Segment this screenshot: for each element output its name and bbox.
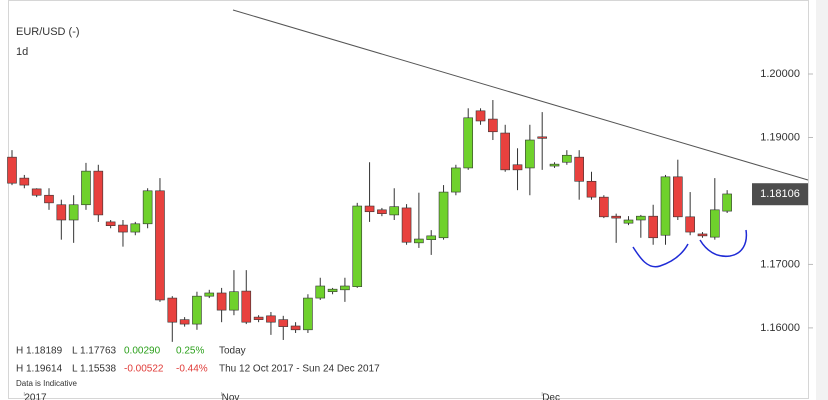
candle-body: [155, 190, 165, 301]
hand-drawn-curve: [699, 229, 748, 258]
candle-body: [192, 295, 202, 325]
candle-body: [377, 209, 387, 214]
candle-body: [340, 285, 350, 291]
candle-body: [426, 235, 437, 240]
candle-body: [241, 290, 252, 323]
candle-body: [142, 190, 153, 225]
info-period: Thu 12 Oct 2017 - Sun 24 Dec 2017: [219, 364, 380, 375]
candle-body: [290, 325, 301, 331]
candle-body: [56, 204, 67, 221]
candle-body: [562, 154, 572, 163]
candle-body: [44, 194, 54, 204]
candle-body: [475, 110, 486, 122]
candle-body: [118, 224, 128, 233]
candle-body: [7, 156, 17, 184]
info-change: -0.00522: [124, 364, 164, 375]
candle-body: [130, 223, 141, 233]
candle-body: [525, 139, 535, 169]
info-panel: H 1.18189 L 1.17763 0.00290 0.25% Today …: [16, 346, 380, 388]
trend-line: [232, 9, 809, 181]
candle-body: [697, 233, 708, 237]
candle-body: [710, 209, 720, 238]
candle-body: [451, 167, 461, 193]
candle-body: [611, 215, 621, 219]
last-price-box: [752, 183, 808, 206]
y-tick-label: 1.16000: [760, 322, 800, 334]
candle-body: [488, 118, 498, 133]
candle-body: [216, 292, 227, 311]
y-tick-label: 1.20000: [760, 68, 800, 80]
candle-body: [438, 191, 449, 239]
candle-body: [253, 316, 264, 320]
y-tick-label: 1.19000: [760, 131, 800, 143]
candle-body: [179, 319, 190, 325]
candle-body: [105, 221, 116, 227]
candle-body: [327, 288, 338, 293]
info-period: Today: [219, 346, 246, 357]
candle-body: [512, 164, 523, 171]
y-tick-label: 1.17000: [760, 258, 800, 270]
info-high: H 1.18189: [16, 346, 63, 357]
candle-body: [414, 238, 424, 244]
candle-body: [722, 193, 732, 212]
info-high: H 1.19614: [16, 364, 63, 375]
candle-body: [599, 196, 609, 218]
candle-body: [68, 204, 79, 221]
info-low: L 1.15538: [72, 364, 117, 375]
candle-body: [315, 285, 326, 299]
info-percent: -0.44%: [176, 364, 208, 375]
candle-body: [549, 163, 560, 167]
candle-body: [229, 291, 239, 311]
candle-body: [81, 170, 91, 206]
candle-body: [463, 117, 474, 169]
candle-body: [204, 292, 215, 297]
candle-body: [266, 315, 276, 323]
candle-body: [623, 219, 634, 224]
candle-body: [586, 180, 597, 198]
candle-body: [364, 205, 375, 213]
candle-body: [303, 297, 313, 331]
chart-subtitle: 1d: [16, 46, 28, 58]
info-note: Data is Indicative: [16, 379, 77, 388]
info-percent: 0.25%: [176, 346, 204, 357]
hand-drawn-curve: [632, 243, 689, 268]
candle-body: [636, 215, 646, 221]
candle-body: [660, 176, 671, 236]
candle-body: [500, 132, 511, 171]
side-gutter: [816, 0, 828, 400]
candle-body: [19, 177, 30, 186]
candle-body: [401, 207, 412, 243]
candle-body: [537, 136, 547, 139]
candle-body: [278, 319, 289, 327]
candle-body: [93, 170, 104, 216]
candle-body: [167, 297, 178, 323]
candle-body: [574, 156, 584, 182]
candle-body: [648, 215, 658, 239]
chart-title: EUR/USD (-): [16, 26, 80, 38]
plot-frame: [8, 0, 809, 399]
x-tick-label: 2017: [24, 393, 47, 400]
info-low: L 1.17763: [72, 346, 117, 357]
candle-body: [673, 176, 683, 218]
candle-body: [31, 188, 42, 196]
candle-body: [389, 206, 400, 216]
x-tick-label: Nov: [222, 393, 240, 400]
x-tick-label: Dec: [542, 393, 560, 400]
last-price-label: 1.18106: [760, 188, 800, 200]
info-change: 0.00290: [124, 346, 161, 357]
candle-body: [352, 205, 363, 287]
candle-body: [685, 216, 695, 233]
